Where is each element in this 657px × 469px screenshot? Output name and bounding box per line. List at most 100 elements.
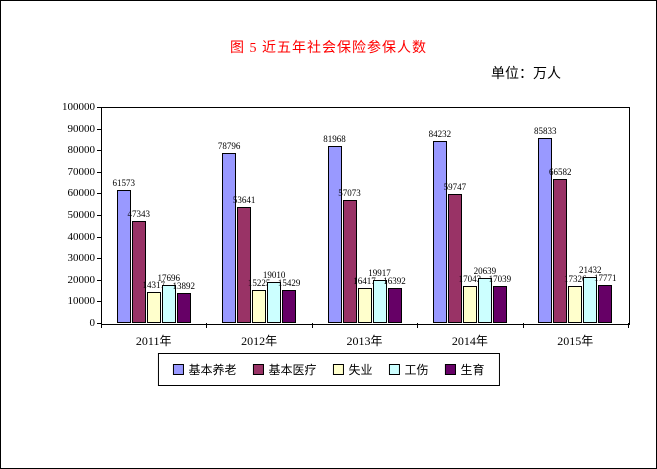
bar <box>222 152 237 323</box>
bar <box>282 289 297 323</box>
bar <box>492 286 507 323</box>
bar <box>583 276 598 323</box>
y-axis-label: 10000 <box>67 295 96 308</box>
chart-title: 图 5 近五年社会保险参保人数 <box>230 41 427 56</box>
y-axis-label: 60000 <box>67 187 96 200</box>
bar-value-label: 59747 <box>443 181 467 192</box>
bar <box>598 284 613 323</box>
bar-value-label: 85833 <box>534 125 557 136</box>
y-axis-label: 40000 <box>67 230 96 243</box>
bar-value-label: 19917 <box>368 267 391 278</box>
y-axis-tick <box>97 279 101 281</box>
legend: 基本养老 基本医疗 失业 工伤 生育 <box>157 353 500 386</box>
legend-marker <box>388 364 400 375</box>
y-axis-tick <box>97 193 101 195</box>
legend-item: 生育 <box>444 361 485 378</box>
bar <box>267 281 282 323</box>
bar <box>342 199 357 323</box>
x-axis-tick <box>206 323 208 328</box>
bar <box>161 284 176 323</box>
y-axis-tick <box>97 107 101 108</box>
bar-value-label: 16392 <box>383 275 406 286</box>
y-axis-tick <box>97 128 101 130</box>
y-axis-label: 100000 <box>62 101 95 113</box>
bar-value-label: 16417 <box>353 275 376 286</box>
legend-label: 基本医疗 <box>268 363 317 377</box>
y-axis-tick <box>97 301 101 303</box>
x-axis-label: 2013年 <box>346 334 383 348</box>
bar-value-label: 61573 <box>112 178 135 188</box>
bar-value-label: 57073 <box>338 187 361 198</box>
y-axis-label: 80000 <box>67 144 96 157</box>
x-axis-label: 2015年 <box>557 334 594 348</box>
bar <box>357 287 372 323</box>
legend-label: 基本养老 <box>188 363 237 377</box>
y-axis-tick <box>97 258 101 260</box>
y-axis-tick <box>97 215 101 216</box>
legend-item: 工伤 <box>388 361 429 378</box>
legend-label: 生育 <box>460 363 485 377</box>
bar <box>538 137 553 323</box>
legend-item: 失业 <box>332 361 373 378</box>
bar <box>131 220 146 323</box>
bar-value-label: 17696 <box>157 272 180 283</box>
bar <box>116 190 131 323</box>
x-axis-tick <box>417 323 419 328</box>
x-axis-label: 2014年 <box>451 334 488 348</box>
bar-value-label: 17326 <box>564 273 587 284</box>
y-axis-label: 30000 <box>67 252 96 265</box>
bar-value-label: 13892 <box>172 280 195 291</box>
bar <box>252 290 267 323</box>
legend-item: 基本养老 <box>172 361 236 378</box>
y-axis-tick <box>97 150 101 152</box>
bar-value-label: 66582 <box>549 167 572 178</box>
legend-marker <box>444 364 456 375</box>
bar <box>477 278 492 323</box>
bar-value-label: 17771 <box>594 272 617 283</box>
legend-marker <box>332 364 344 375</box>
y-axis-label: 90000 <box>67 122 96 135</box>
y-axis-tick <box>97 323 101 324</box>
y-axis-label: 20000 <box>67 273 96 286</box>
bar <box>327 145 342 323</box>
bar <box>176 292 191 323</box>
x-axis-label: 2012年 <box>241 334 278 348</box>
bar <box>462 286 477 323</box>
legend-marker <box>252 364 264 375</box>
y-axis-label: 0 <box>89 317 96 329</box>
x-axis-label: 2011年 <box>135 334 172 348</box>
bar-value-label: 20639 <box>473 266 497 277</box>
bar-value-label: 17043 <box>458 274 482 285</box>
bar-value-label: 17039 <box>488 274 512 285</box>
bar-value-label: 14317 <box>142 280 165 291</box>
x-axis-tick <box>311 323 313 328</box>
bar <box>387 287 402 323</box>
bar-value-label: 21432 <box>579 264 602 275</box>
bar-value-label: 78796 <box>217 140 241 151</box>
bar <box>237 207 252 323</box>
bar-value-label: 15225 <box>247 278 271 289</box>
bar-value-label: 15429 <box>277 277 301 288</box>
x-axis-tick <box>101 323 102 328</box>
bar-value-label: 53641 <box>232 195 256 206</box>
bar-value-label: 81968 <box>323 133 346 144</box>
legend-item: 基本医疗 <box>252 361 316 378</box>
legend-label: 失业 <box>348 363 373 377</box>
y-axis-tick <box>97 236 101 238</box>
y-axis-label: 50000 <box>67 209 96 221</box>
y-axis-tick <box>97 171 101 173</box>
bar-value-label: 19010 <box>262 269 286 280</box>
x-axis-tick <box>628 323 629 328</box>
unit-label: 单位：万人 <box>491 67 561 82</box>
bar <box>146 292 161 323</box>
legend-marker <box>172 364 184 375</box>
legend-label: 工伤 <box>404 363 429 377</box>
bar <box>432 141 447 323</box>
bar <box>553 179 568 323</box>
x-axis-tick <box>522 323 524 328</box>
bar-value-label: 47343 <box>127 208 150 219</box>
bar <box>447 193 462 323</box>
bar-value-label: 84232 <box>428 129 452 140</box>
bar <box>568 285 583 323</box>
